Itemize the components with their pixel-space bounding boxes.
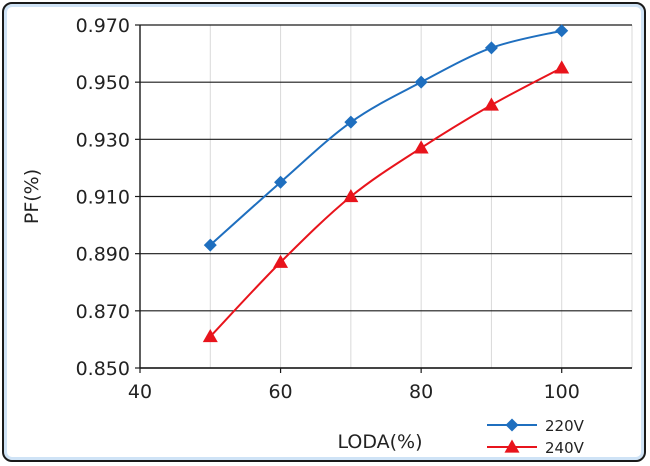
data-point [273,254,289,268]
series-line [209,29,562,246]
x-tick-label: 60 [268,381,292,403]
series-line [209,66,563,338]
y-tick-label: 0.850 [76,358,130,380]
y-tick-label: 0.970 [76,15,130,37]
legend-item: 240V [487,439,585,457]
legend-marker [504,439,520,453]
data-point [202,329,218,343]
grid [139,24,633,369]
data-point [555,24,569,38]
data-point [413,140,429,154]
data-point [414,75,428,89]
legend-marker [505,418,519,432]
data-point [344,115,358,129]
data-point [554,60,570,74]
legend: 220V 240V [487,417,585,457]
x-tick-label: 80 [409,381,433,403]
x-tick-label: 100 [544,381,580,403]
data-point [484,41,498,55]
legend-item: 220V [487,417,585,435]
tick-labels: 0.850 0.870 0.890 0.910 0.930 0.950 0.970 40 60 8… [76,15,580,403]
x-tick-label: 40 [128,381,152,403]
y-tick-label: 0.950 [76,72,130,94]
series-220V [203,24,569,252]
data-point [343,189,359,203]
legend-label: 220V [545,417,585,435]
y-tick-label: 0.930 [76,129,130,151]
legend-label: 240V [545,439,585,457]
x-axis-title: LODA(%) [337,431,422,453]
series-240V [202,60,570,343]
data-point [274,175,288,189]
data-point [483,97,499,111]
chart-frame [2,2,646,462]
y-tick-label: 0.870 [76,301,130,323]
y-tick-label: 0.910 [76,187,130,209]
y-axis-title: PF(%) [21,169,43,224]
data-point [203,238,217,252]
axes [135,24,632,373]
series [202,24,570,343]
y-tick-label: 0.890 [76,244,130,266]
